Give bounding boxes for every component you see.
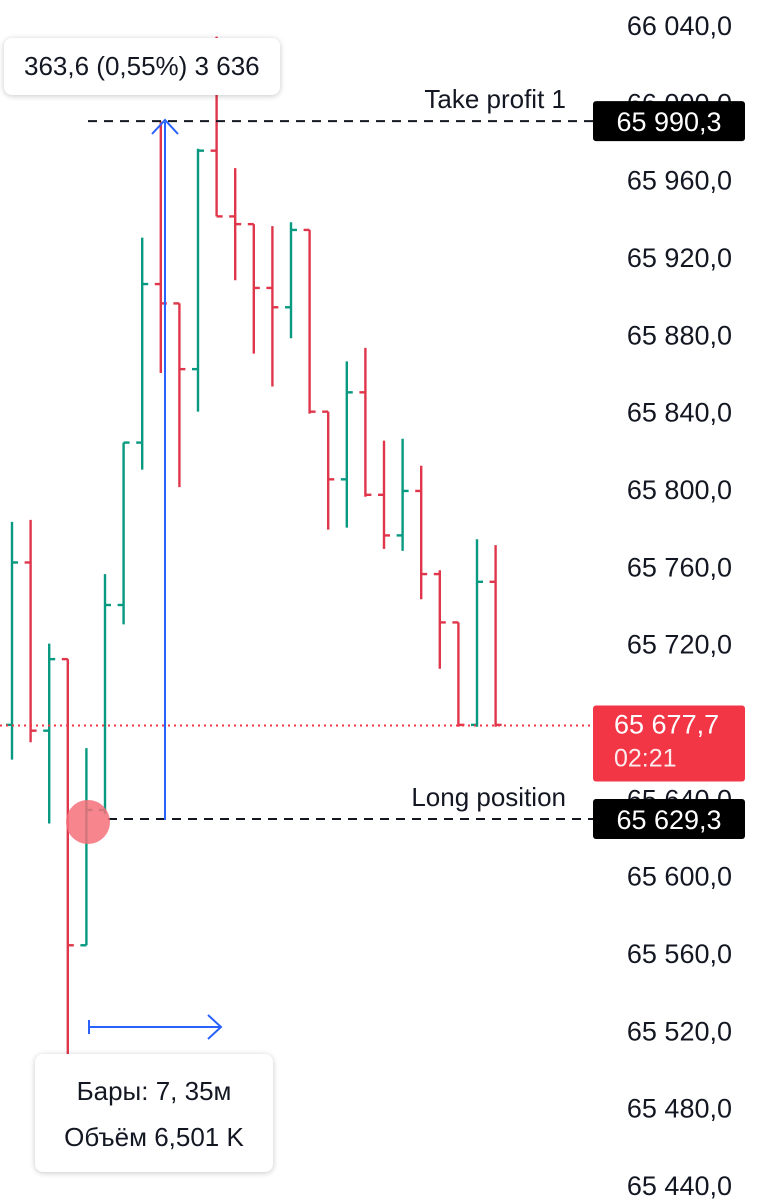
measure-bars-text: Бары: 7, 35м <box>76 1076 232 1106</box>
price-tick-label: 65 440,0 <box>627 1171 732 1200</box>
take-profit-price-tag <box>593 101 745 142</box>
price-tick-label: 66 040,0 <box>627 11 732 41</box>
ohlc-bar <box>80 748 93 947</box>
ohlc-bar <box>229 168 242 281</box>
long-position-price-tag <box>593 799 745 840</box>
ohlc-bar <box>24 519 37 743</box>
long-position-label: Long position <box>411 782 566 812</box>
ohlc-bar <box>173 302 186 488</box>
ohlc-bar <box>303 228 316 414</box>
current-price-tag <box>593 705 745 782</box>
entry-point-marker[interactable] <box>66 800 110 844</box>
price-axis[interactable]: 66 040,066 000,065 960,065 920,065 880,0… <box>627 11 732 1200</box>
price-tick-label: 65 560,0 <box>627 939 732 969</box>
ohlc-bar <box>433 570 446 669</box>
ohlc-bar <box>6 521 18 760</box>
ohlc-bars <box>6 36 502 1058</box>
ohlc-bar <box>415 465 428 600</box>
take-profit-label: Take profit 1 <box>424 84 566 114</box>
ohlc-bar <box>136 237 149 470</box>
price-tick-label: 65 760,0 <box>627 552 732 582</box>
take-profit-price-value: 65 990,3 <box>616 107 721 137</box>
price-tick-label: 65 600,0 <box>627 862 732 892</box>
ohlc-bar <box>359 347 372 497</box>
ohlc-bar <box>340 361 353 528</box>
price-tick-label: 65 960,0 <box>627 166 732 196</box>
ohlc-bar <box>99 574 111 814</box>
ohlc-bar <box>117 441 130 625</box>
ohlc-bar <box>285 222 297 339</box>
ohlc-bar <box>192 148 204 412</box>
ohlc-bar <box>471 539 483 727</box>
price-tick-label: 65 480,0 <box>627 1094 732 1124</box>
ohlc-bar <box>489 545 502 727</box>
ohlc-bar <box>247 222 260 354</box>
measure-price-change-text: 363,6 (0,55%) 3 636 <box>24 51 260 81</box>
ohlc-bar <box>396 438 409 551</box>
ohlc-bar <box>322 410 335 530</box>
price-tick-label: 65 800,0 <box>627 475 732 505</box>
price-tick-label: 65 720,0 <box>627 630 732 660</box>
current-price-line: 65 677,7 02:21 <box>0 705 745 782</box>
measure-summary-box: Бары: 7, 35м Объём 6,501 K <box>35 1054 273 1172</box>
measure-price-change-box: 363,6 (0,55%) 3 636 <box>4 38 280 95</box>
ohlc-bar <box>378 440 390 549</box>
bar-countdown: 02:21 <box>614 744 677 772</box>
price-tick-label: 65 880,0 <box>627 320 732 350</box>
ohlc-bar <box>266 226 279 387</box>
ohlc-bar <box>452 621 465 727</box>
price-tick-label: 65 920,0 <box>627 243 732 273</box>
measure-ruler[interactable] <box>88 118 223 1040</box>
take-profit-line[interactable]: Take profit 1 65 990,3 <box>88 84 745 142</box>
price-tick-label: 65 520,0 <box>627 1016 732 1046</box>
current-price-value: 65 677,7 <box>614 709 719 739</box>
ohlc-bar <box>61 657 74 1058</box>
long-position-price-value: 65 629,3 <box>616 805 721 835</box>
measure-up-arrowhead <box>151 118 179 135</box>
price-tick-label: 65 840,0 <box>627 398 732 428</box>
ohlc-bar <box>43 643 56 824</box>
measure-volume-text: Объём 6,501 K <box>64 1122 244 1152</box>
measure-right-arrowhead <box>207 1014 223 1040</box>
long-position-line[interactable]: Long position 65 629,3 <box>108 782 745 840</box>
